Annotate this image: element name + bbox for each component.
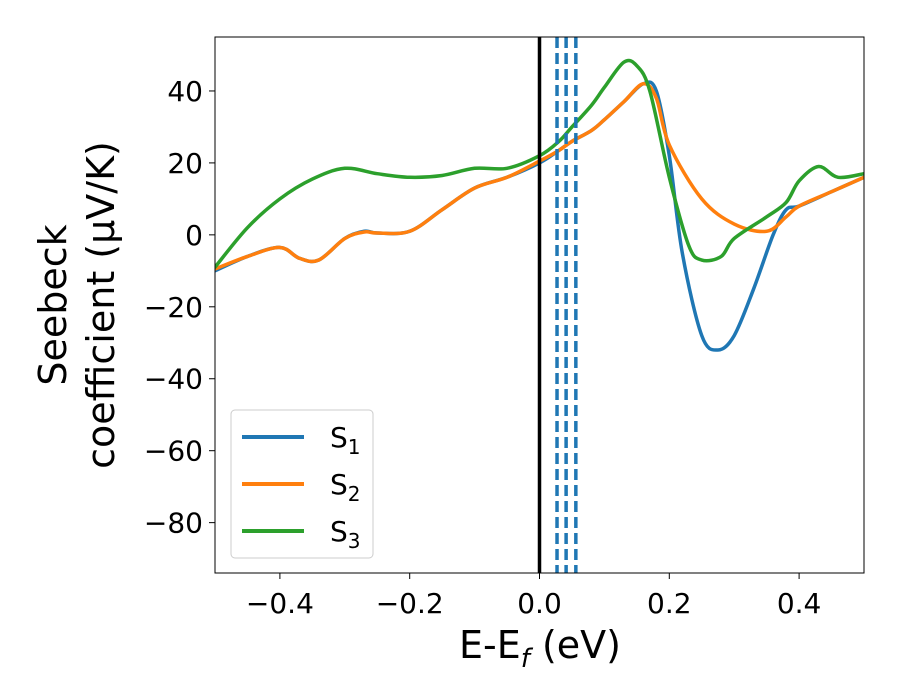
x-tick-label: −0.2	[376, 587, 444, 620]
y-tick-label: 0	[185, 219, 203, 252]
x-axis-label-tail: (eV)	[530, 623, 621, 667]
legend-label-S2: S2	[330, 468, 361, 506]
series-line-S3	[215, 58, 864, 269]
legend-label-S1: S1	[330, 421, 361, 459]
x-tick-label: 0.0	[517, 587, 562, 620]
y-tick-label: −20	[144, 291, 203, 324]
y-tick-label: −80	[144, 507, 203, 540]
y-tick-label: −60	[144, 435, 203, 468]
y-tick-label: −40	[144, 363, 203, 396]
y-axis-label-line1: Seebeck	[31, 224, 75, 385]
series-line-S2	[215, 82, 864, 271]
y-tick-label: 40	[167, 75, 203, 108]
x-axis-label: E-Ef (eV)	[459, 623, 621, 674]
legend: S1 S2 S3	[230, 409, 374, 559]
y-tick-label: 20	[167, 147, 203, 180]
y-axis-label-line2: coefficient (μV/K)	[79, 141, 123, 469]
x-axis-label-main: E-E	[459, 623, 521, 667]
x-tick-label: 0.4	[777, 587, 822, 620]
x-tick-label: 0.2	[647, 587, 692, 620]
x-tick-label: −0.4	[246, 587, 314, 620]
legend-label-S3: S3	[330, 515, 361, 553]
